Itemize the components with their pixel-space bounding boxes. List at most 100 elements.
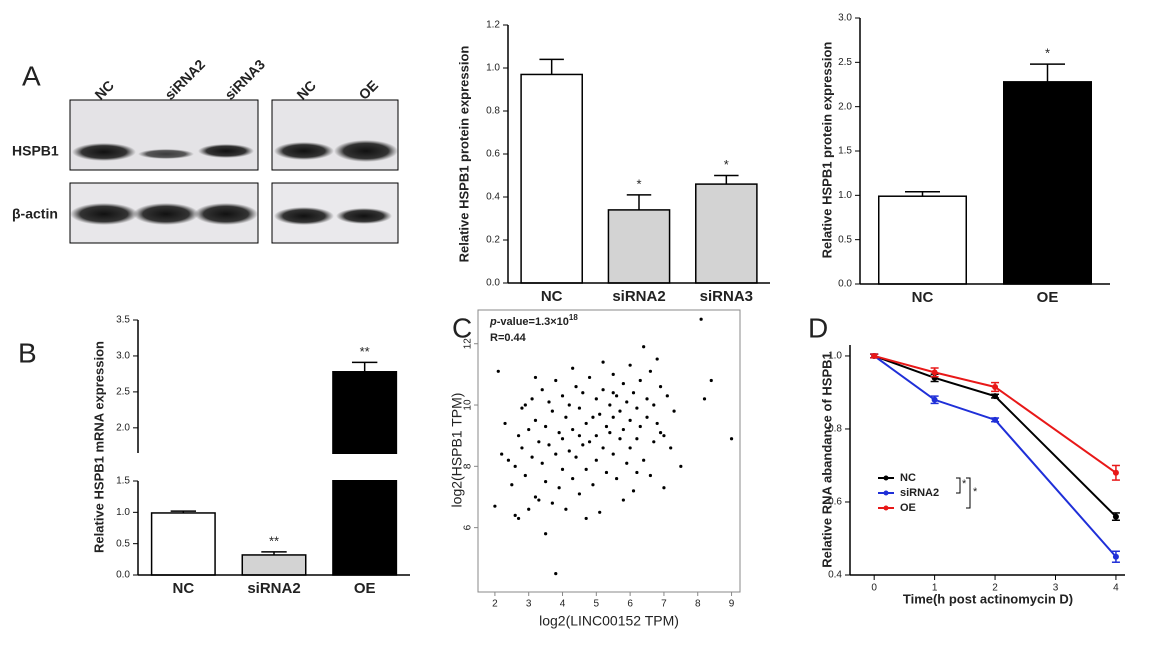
significance: ** [269,533,279,548]
bar [695,183,758,284]
point [669,446,673,450]
y-tick-label: 0.2 [486,235,500,246]
point [571,427,575,432]
point [571,366,575,370]
point [604,424,609,429]
point [611,372,615,376]
point [635,470,639,475]
bar [241,554,307,576]
blot-band [70,203,138,225]
point [601,446,605,450]
y-tick-label: 8 [463,463,474,469]
point [635,406,639,410]
point [642,345,646,349]
panel-label: C [452,312,472,343]
y-tick-label: 3.0 [116,351,130,362]
point [665,394,669,398]
point [560,437,565,441]
lane-label: NC [91,77,117,103]
y-tick-label: 1.5 [838,146,852,157]
point [655,421,659,426]
blot-band [274,207,334,225]
point [598,510,602,514]
y-tick-label: 0.6 [828,497,842,508]
significance: ** [360,344,370,359]
y-tick-label: 12 [463,338,474,350]
point [581,443,585,447]
blot-band [138,149,194,159]
y-tick-label: 0.4 [828,570,842,581]
blot: NC siRNA2 siRNA3 NC OE HSPB1 β-actin [12,56,399,244]
x-tick-label: OE [354,580,376,597]
legend-label: NC [900,472,916,484]
point [544,532,548,536]
y-axis-label: Relative HSPB1 protein expression [819,42,834,259]
point [645,397,649,401]
point [591,483,595,487]
point [625,400,629,404]
y-tick-label: 3.0 [838,13,852,24]
x-tick-label: 5 [594,599,600,610]
point [530,397,534,401]
point [533,375,538,380]
point [611,415,615,419]
point [594,458,598,462]
annotation-part: 18 [569,313,578,322]
point [992,383,999,390]
y-tick-label: 0.8 [486,106,500,117]
point [516,516,521,521]
y-tick-label: 3.5 [116,315,130,326]
point [618,437,622,441]
bar [878,195,967,285]
point [658,431,663,435]
point [591,415,595,419]
point [584,467,588,471]
bar [150,512,216,576]
bar [1003,81,1092,285]
point [537,440,541,444]
row-label: HSPB1 [12,143,59,159]
point [523,403,527,407]
point [631,489,636,493]
lane-label: OE [355,77,381,103]
point [628,446,632,450]
point [931,396,938,403]
x-tick-label: 8 [695,599,701,610]
x-tick-label: NC [541,288,563,305]
blot-band [198,144,254,158]
point [537,498,541,502]
x-tick-label: 3 [526,599,532,610]
point [564,415,568,419]
x-tick-label: 4 [1113,583,1119,594]
point [709,378,713,383]
point [560,394,565,398]
significance: * [724,157,729,172]
blot-band [334,140,398,162]
point [544,424,548,429]
y-tick-label: 2.5 [116,387,130,398]
y-tick-label: 2.0 [116,422,130,433]
point [554,572,558,576]
significance: * [636,176,641,191]
x-tick-label: NC [912,289,934,306]
legend-bracket [956,477,961,494]
legend-annotation: * [973,486,978,498]
x-tick-label: siRNA2 [612,288,665,305]
point [584,516,588,521]
point [567,403,571,407]
y-tick-label: 1.0 [116,507,130,518]
blot-band [336,208,392,224]
lane-label: NC [293,77,319,103]
x-axis-label: log2(LINC00152 TPM) [539,613,679,629]
y-tick-label: 0.6 [486,149,500,160]
point [672,409,676,413]
point [621,427,625,432]
point [1112,513,1119,520]
y-tick-label: 0.4 [486,192,500,203]
y-tick-label: 1.5 [116,476,130,487]
panel-label: A [22,60,41,91]
point [540,461,544,465]
y-tick-label: 0.5 [116,538,130,549]
point [611,391,615,395]
